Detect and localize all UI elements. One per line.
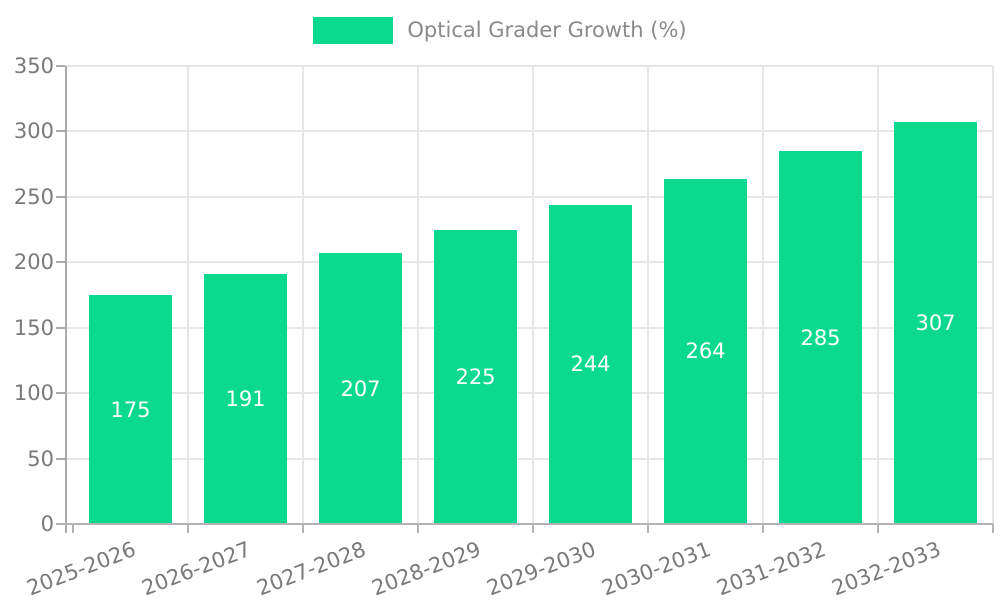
y-axis-tick-mark [56,195,65,198]
bar[interactable]: 207 [319,253,402,524]
y-axis-tick-mark [56,261,65,264]
gridline-horizontal [65,195,993,198]
y-axis-line [65,66,67,533]
gridline-horizontal [65,65,993,67]
x-axis-tick-label: 2026-2027 [138,537,255,600]
x-axis-tick-label: 2028-2029 [368,537,485,600]
x-axis-tick-mark [762,524,764,533]
x-axis-tick-label: 2029-2030 [483,537,600,600]
x-axis-tick-mark [302,524,304,533]
x-axis-tick-mark [647,524,649,533]
gridline-vertical [417,66,419,524]
y-axis-tick-mark [56,392,65,395]
gridline-horizontal [65,130,993,133]
x-axis-tick-mark [417,524,419,533]
gridline-vertical [302,66,304,524]
x-axis-tick-label: 2027-2028 [253,537,370,600]
bar-value-label: 175 [110,397,151,422]
bar[interactable]: 285 [779,151,862,524]
x-axis-tick-mark [877,524,879,533]
y-axis-tick-label: 250 [13,184,54,209]
legend-swatch [313,17,394,44]
gridline-horizontal [65,392,993,395]
legend-label: Optical Grader Growth (%) [407,18,687,42]
bar[interactable]: 307 [894,122,977,524]
gridline-vertical [187,66,189,524]
gridline-horizontal [65,326,993,329]
bar-value-label: 285 [800,325,841,350]
y-axis-tick-mark [56,326,65,329]
bar-value-label: 225 [455,364,496,389]
bar-value-label: 207 [340,376,381,401]
x-axis-tick-label: 2031-2032 [713,537,830,600]
gridline-vertical [647,66,649,524]
gridline-vertical [532,66,534,524]
bar[interactable]: 264 [664,178,747,524]
y-axis-tick-label: 0 [40,512,54,536]
gridline-vertical [762,66,764,524]
y-axis-tick-label: 150 [13,315,54,340]
y-axis-tick-mark [56,65,65,67]
x-axis-tick-label: 2032-2033 [828,537,945,600]
bar-value-label: 244 [570,352,611,377]
bar[interactable]: 175 [89,295,172,524]
x-axis-tick-mark [992,524,994,533]
x-axis-tick-mark [187,524,189,533]
x-axis-tick-label: 2030-2031 [598,537,715,600]
bar-value-label: 191 [225,387,266,412]
x-axis-tick-mark [72,524,74,533]
bar[interactable]: 225 [434,229,517,524]
gridline-horizontal [65,457,993,460]
y-axis-tick-label: 200 [13,250,54,275]
gridline-vertical [992,66,994,524]
y-axis-tick-label: 300 [13,119,54,144]
legend-item[interactable]: Optical Grader Growth (%) [0,17,1000,44]
bar[interactable]: 191 [204,274,287,524]
y-axis-tick-mark [56,130,65,133]
bar-value-label: 307 [915,311,956,336]
y-axis-tick-label: 50 [27,446,54,471]
y-axis-tick-mark [56,457,65,460]
bar[interactable]: 244 [549,204,632,524]
x-axis-line [56,523,993,525]
bar-value-label: 264 [685,339,726,364]
y-axis-tick-label: 350 [13,54,54,78]
gridline-vertical [877,66,879,524]
x-axis-tick-mark [532,524,534,533]
gridline-horizontal [65,261,993,264]
x-axis-tick-label: 2025-2026 [23,537,140,600]
y-axis-tick-label: 100 [13,381,54,406]
